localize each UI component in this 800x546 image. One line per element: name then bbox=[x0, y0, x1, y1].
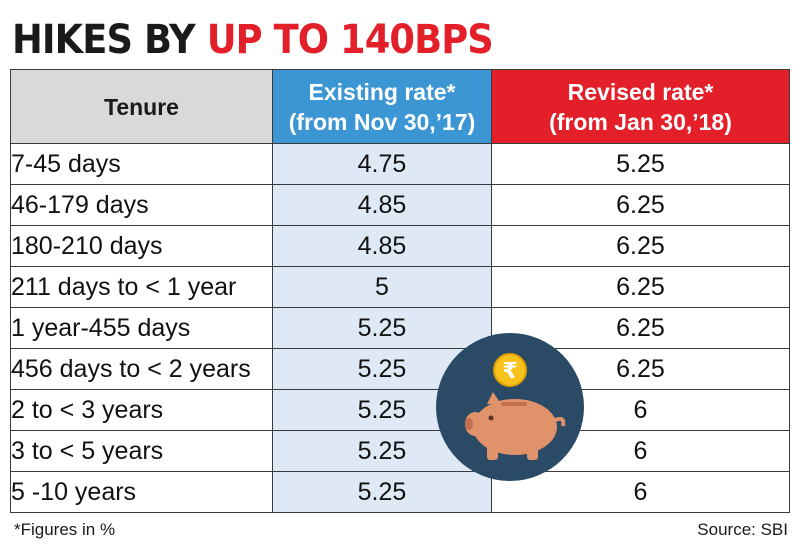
rupee-symbol: ₹ bbox=[502, 359, 517, 384]
header-revised-line1: Revised rate* bbox=[567, 78, 714, 105]
table-row: 211 days to < 1 year 5 6.25 bbox=[10, 266, 790, 308]
header-existing-rate: Existing rate* (from Nov 30,’17) bbox=[272, 69, 492, 144]
table-row: 1 year-455 days 5.25 6.25 bbox=[10, 307, 790, 349]
headline-part1: HIKES BY bbox=[12, 17, 196, 63]
table-row: 3 to < 5 years 5.25 6 bbox=[10, 430, 790, 472]
source-credit: Source: SBI bbox=[697, 520, 788, 539]
rates-table: Tenure Existing rate* (from Nov 30,’17) … bbox=[10, 69, 790, 513]
cell-tenure: 46-179 days bbox=[10, 184, 273, 226]
cell-tenure: 3 to < 5 years bbox=[10, 430, 273, 472]
table-row: 2 to < 3 years 5.25 6 bbox=[10, 389, 790, 431]
cell-tenure: 2 to < 3 years bbox=[10, 389, 273, 431]
cell-tenure: 5 -10 years bbox=[10, 471, 273, 513]
footnote: *Figures in % bbox=[14, 520, 116, 539]
cell-tenure: 456 days to < 2 years bbox=[10, 348, 273, 390]
cell-tenure: 180-210 days bbox=[10, 225, 273, 267]
header-revised-line2: (from Jan 30,’18) bbox=[549, 108, 732, 135]
cell-revised-rate: 6.25 bbox=[491, 225, 790, 267]
table-row: 5 -10 years 5.25 6 bbox=[10, 471, 790, 513]
header-existing-line2: (from Nov 30,’17) bbox=[288, 108, 476, 135]
header-tenure: Tenure bbox=[10, 69, 273, 144]
table-row: 7-45 days 4.75 5.25 bbox=[10, 143, 790, 185]
cell-revised-rate: 5.25 bbox=[491, 143, 790, 185]
header-revised-rate: Revised rate* (from Jan 30,’18) bbox=[491, 69, 790, 144]
cell-existing-rate: 5 bbox=[272, 266, 492, 308]
cell-existing-rate: 4.75 bbox=[272, 143, 492, 185]
headline-part2: UP TO 140BPS bbox=[206, 17, 494, 63]
piggy-bank-icon bbox=[465, 392, 566, 460]
page-title: HIKES BY UP TO 140BPS bbox=[12, 16, 494, 64]
cell-revised-rate: 6.25 bbox=[491, 348, 790, 390]
table-row: 456 days to < 2 years 5.25 6.25 bbox=[10, 348, 790, 390]
table-header-row: Tenure Existing rate* (from Nov 30,’17) … bbox=[10, 69, 790, 144]
piggy-bank-rupee-icon: ₹ bbox=[436, 333, 584, 481]
header-existing-line1: Existing rate* bbox=[308, 78, 456, 105]
cell-existing-rate: 4.85 bbox=[272, 225, 492, 267]
cell-tenure: 1 year-455 days bbox=[10, 307, 273, 349]
cell-existing-rate: 4.85 bbox=[272, 184, 492, 226]
cell-existing-rate: 5.25 bbox=[272, 307, 492, 349]
table-row: 46-179 days 4.85 6.25 bbox=[10, 184, 790, 226]
cell-tenure: 211 days to < 1 year bbox=[10, 266, 273, 308]
cell-tenure: 7-45 days bbox=[10, 143, 273, 185]
rupee-coin-icon bbox=[493, 353, 527, 387]
cell-revised-rate: 6.25 bbox=[491, 184, 790, 226]
header-tenure-label: Tenure bbox=[104, 93, 179, 120]
cell-revised-rate: 6.25 bbox=[491, 266, 790, 308]
cell-revised-rate: 6 bbox=[491, 471, 790, 513]
table-row: 180-210 days 4.85 6.25 bbox=[10, 225, 790, 267]
